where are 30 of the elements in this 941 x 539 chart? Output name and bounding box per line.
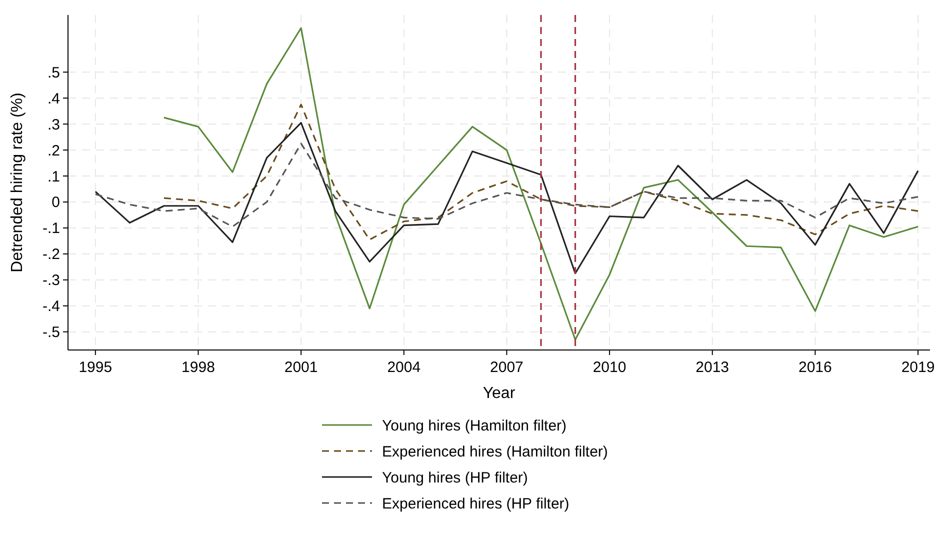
y-axis-title: Detrended hiring rate (%): [9, 92, 26, 272]
y-tick-label: .1: [47, 168, 60, 186]
x-tick-label: 1998: [182, 359, 215, 376]
x-tick-label: 2007: [490, 359, 524, 376]
x-tick-label: 2019: [901, 359, 935, 376]
y-tick-label: -.5: [42, 324, 60, 342]
y-tick-label: .2: [47, 142, 60, 160]
y-tick-label: .4: [47, 90, 60, 108]
x-tick-label: 2013: [696, 359, 730, 376]
x-tick-label: 1995: [78, 359, 112, 376]
x-tick-label: 2016: [798, 359, 832, 376]
y-tick-label: -.4: [42, 298, 60, 316]
x-tick-label: 2010: [592, 359, 626, 376]
y-tick-label: 0: [52, 194, 60, 212]
y-tick-label: .5: [47, 64, 60, 82]
y-tick-label: -.1: [42, 220, 60, 238]
line-series: [94, 122, 919, 274]
x-tick-label: 2001: [284, 359, 318, 376]
legend-label: Young hires (Hamilton filter): [382, 417, 567, 434]
legend-label: Experienced hires (HP filter): [382, 495, 570, 512]
y-tick-label: .3: [47, 116, 60, 134]
legend-label: Young hires (HP filter): [382, 469, 528, 486]
y-tick-label: -.2: [42, 246, 60, 264]
line-series: [163, 27, 919, 340]
line-series: [163, 104, 919, 240]
x-tick-label: 2004: [387, 359, 421, 376]
line-series: [94, 142, 919, 228]
x-axis-title: Year: [482, 385, 516, 402]
y-tick-label: -.3: [42, 272, 60, 290]
legend-label: Experienced hires (Hamilton filter): [382, 443, 608, 460]
